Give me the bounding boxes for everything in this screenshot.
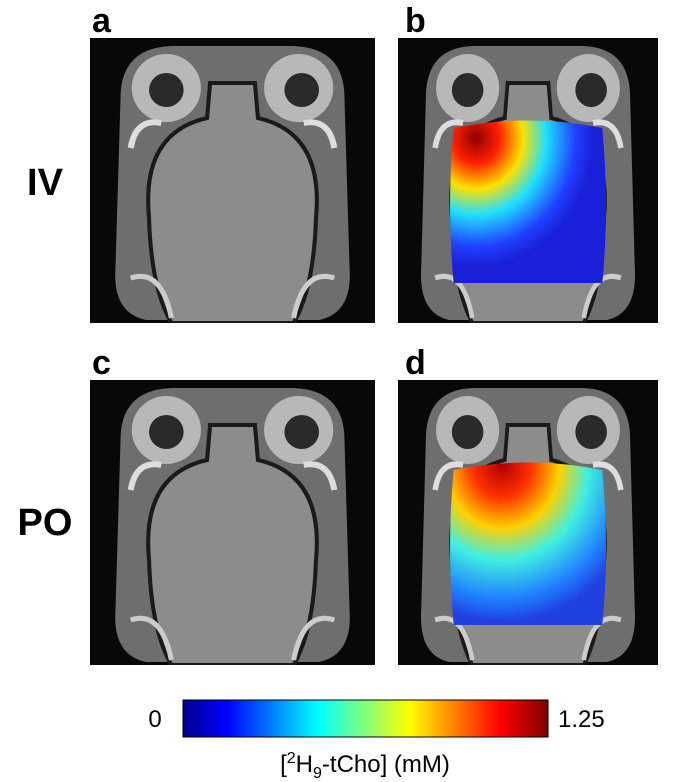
colorbar-min: 0 [148, 706, 161, 733]
mri-image [90, 38, 375, 323]
panel-label: d [405, 344, 426, 382]
row-label: PO [18, 502, 73, 544]
label-part: -tCho] (mM) [322, 751, 450, 778]
panel-label: b [405, 2, 426, 40]
panel-label: c [92, 344, 111, 382]
panel-label: a [92, 2, 112, 40]
label-part: [ [280, 751, 287, 778]
label-subscript: 9 [313, 765, 322, 782]
mri-image [90, 380, 375, 665]
label-superscript: 2 [287, 750, 296, 767]
label-part: H [296, 751, 313, 778]
colorbar-label: [2H9-tCho] (mM) [280, 750, 450, 782]
colorbar [182, 699, 549, 738]
row-label: IV [27, 162, 64, 204]
colorbar-max: 1.25 [558, 706, 605, 733]
